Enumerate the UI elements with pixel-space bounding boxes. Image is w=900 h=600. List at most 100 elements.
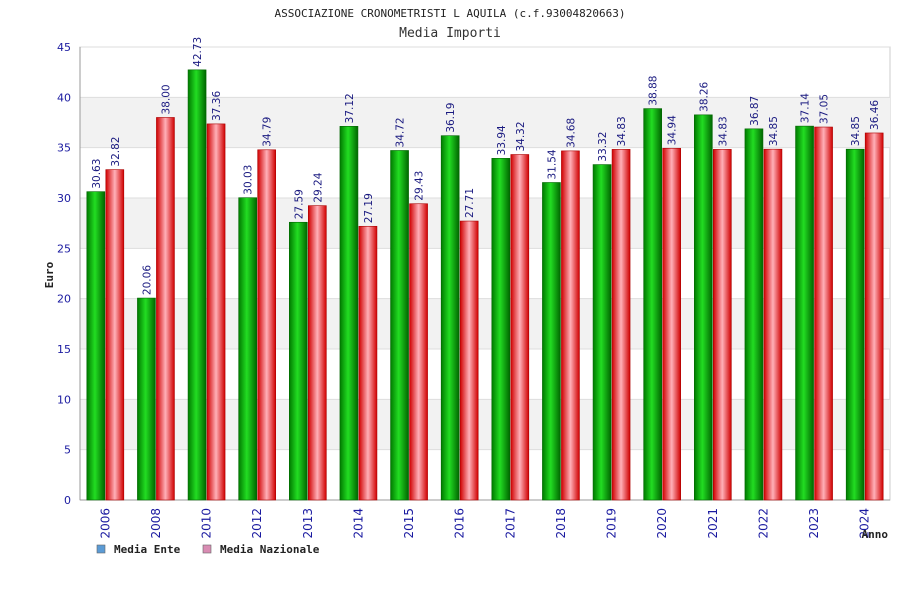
bar-media-ente-2022 [744,128,764,501]
x-axis-title: Anno [862,528,889,541]
value-label-media-nazionale-2017: 34.32 [515,121,527,151]
y-axis-ticks: 0 5 10 15 20 25 30 35 40 45 [57,41,71,507]
value-label-media-nazionale-2006: 32.82 [110,137,122,167]
value-label-media-ente-2019: 33.32 [597,132,609,162]
y-tick-label: 30 [57,192,71,205]
bar-media-ente-2013 [289,221,308,501]
bar-media-nazionale-2008 [156,117,175,501]
bar-media-nazionale-2015 [409,203,428,501]
legend-label-media-ente: Media Ente [114,543,181,556]
bar-media-nazionale-2017 [510,154,530,501]
x-axis-ticks: 2006 2008 2010 2012 2013 2014 2015 2016 2017 2018… [98,508,871,539]
value-label-media-ente-2013: 27.59 [293,189,305,219]
y-tick-label: 10 [57,393,71,406]
y-tick-label: 35 [57,142,71,155]
bar-media-ente-2008 [137,297,156,501]
value-label-media-ente-2006: 30.63 [91,159,103,189]
value-label-media-nazionale-2008: 38.00 [160,84,172,114]
x-tick-label-2020: 2020 [655,508,669,539]
value-label-media-nazionale-2013: 29.24 [312,172,324,202]
bar-media-ente-2020 [643,108,662,501]
value-label-media-ente-2017: 33.94 [496,125,508,155]
bar-media-nazionale-2016 [459,220,479,501]
value-label-media-nazionale-2023: 37.05 [819,94,831,124]
bar-media-ente-2010 [187,69,207,501]
bars [86,69,884,501]
bar-media-nazionale-2019 [611,149,631,501]
legend: Media Ente Media Nazionale [96,543,320,556]
x-tick-label-2008: 2008 [149,508,163,539]
x-tick-label-2021: 2021 [706,508,720,539]
x-tick-label-2022: 2022 [756,508,770,539]
bar-media-ente-2023 [795,125,814,501]
x-tick-label-2018: 2018 [554,508,568,539]
x-tick-label-2024: 2024 [858,508,872,539]
x-tick-label-2017: 2017 [503,508,517,539]
legend-label-media-nazionale: Media Nazionale [220,543,320,556]
bar-media-ente-2021 [694,114,713,501]
value-labels: 30.63 32.82 20.06 38.00 42.73 37.36 30.03 34.79… [91,37,881,295]
value-label-media-nazionale-2021: 34.83 [717,116,729,146]
bar-media-nazionale-2022 [763,148,783,501]
value-label-media-ente-2022: 36.87 [749,96,761,126]
x-tick-label-2019: 2019 [605,508,619,539]
bar-media-nazionale-2023 [814,126,833,501]
value-label-media-nazionale-2019: 34.83 [616,116,628,146]
x-tick-label-2014: 2014 [351,508,365,539]
bar-media-nazionale-2024 [864,132,884,501]
value-label-media-nazionale-2024: 36.46 [869,100,881,130]
x-tick-label-2016: 2016 [453,508,467,539]
y-tick-label: 20 [57,293,71,306]
value-label-media-nazionale-2016: 27.71 [464,188,476,218]
bar-media-nazionale-2018 [561,150,580,501]
value-label-media-ente-2010: 42.73 [192,37,204,67]
y-tick-label: 45 [57,41,71,54]
value-label-media-nazionale-2012: 34.79 [262,117,274,147]
bar-media-ente-2012 [238,197,257,501]
chart-title: ASSOCIAZIONE CRONOMETRISTI L AQUILA (c.f… [275,7,626,20]
bar-media-ente-2024 [845,148,865,501]
value-label-media-ente-2012: 30.03 [243,165,255,195]
x-tick-label-2010: 2010 [200,508,214,539]
bar-media-nazionale-2013 [308,205,327,501]
bar-media-ente-2014 [339,126,359,501]
value-label-media-ente-2023: 37.14 [800,93,812,123]
value-label-media-ente-2014: 37.12 [344,93,356,123]
bar-media-nazionale-2010 [206,123,226,501]
bar-media-nazionale-2020 [662,147,681,501]
x-tick-label-2013: 2013 [301,508,315,539]
x-tick-label-2012: 2012 [250,508,264,539]
value-label-media-ente-2020: 38.88 [648,76,660,106]
value-label-media-ente-2024: 34.85 [850,116,862,146]
bar-media-ente-2016 [440,135,460,501]
value-label-media-ente-2015: 34.72 [395,117,407,147]
value-label-media-nazionale-2010: 37.36 [211,91,223,121]
value-label-media-nazionale-2022: 34.85 [768,116,780,146]
value-label-media-ente-2021: 38.26 [698,81,710,111]
x-tick-label-2023: 2023 [807,508,821,539]
y-tick-label: 25 [57,242,71,255]
bar-media-nazionale-2014 [358,225,378,501]
bar-media-ente-2019 [592,164,612,501]
value-label-media-nazionale-2014: 27.19 [363,193,375,223]
legend-swatch-media-nazionale [202,544,212,554]
value-label-media-nazionale-2018: 34.68 [565,118,577,148]
chart-subtitle: Media Importi [399,26,501,41]
y-tick-label: 40 [57,91,71,104]
value-label-media-ente-2018: 31.54 [546,149,558,179]
value-label-media-ente-2008: 20.06 [141,265,153,295]
bar-media-nazionale-2012 [257,149,276,501]
bar-media-ente-2006 [86,191,106,501]
value-label-media-nazionale-2015: 29.43 [414,171,426,201]
legend-swatch-media-ente [96,544,106,554]
bar-media-nazionale-2021 [713,149,732,501]
x-tick-label-2006: 2006 [98,508,112,539]
bar-media-ente-2018 [542,182,561,501]
bar-media-ente-2017 [491,158,511,501]
y-tick-label: 0 [64,494,71,507]
y-tick-label: 5 [64,444,71,457]
y-tick-label: 15 [57,343,71,356]
y-axis-title: Euro [43,261,56,288]
value-label-media-ente-2016: 36.19 [445,103,457,133]
